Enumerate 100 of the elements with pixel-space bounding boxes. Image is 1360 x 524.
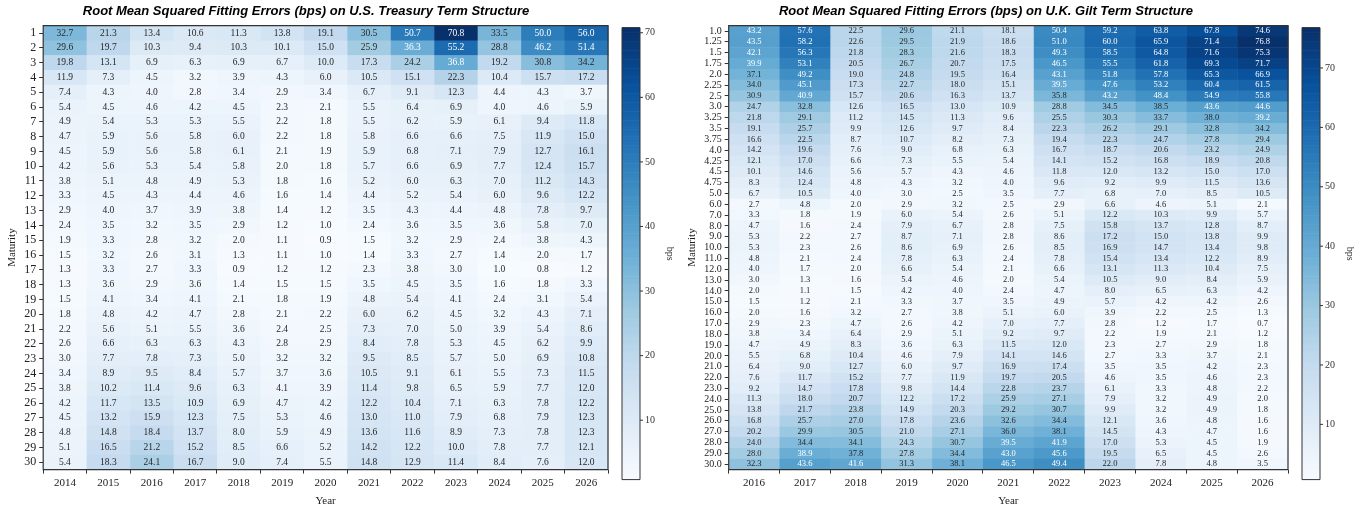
- data-label: 1.7: [1206, 317, 1218, 328]
- data-label: 8.9: [102, 367, 115, 378]
- data-label: 3.4: [145, 293, 158, 304]
- data-label: 13.8: [746, 404, 762, 415]
- data-label: 9.2: [1003, 328, 1014, 339]
- data-label: 13.4: [1204, 241, 1220, 252]
- data-label: 7.0: [406, 323, 419, 334]
- data-label: 5.4: [580, 293, 593, 304]
- data-label: 12.0: [1102, 166, 1118, 177]
- data-label: 25.9: [1000, 393, 1016, 404]
- data-label: 9.7: [1053, 328, 1065, 339]
- data-label: 2.8: [276, 338, 289, 349]
- data-label: 2.7: [748, 198, 760, 209]
- data-label: 6.4: [850, 328, 862, 339]
- data-label: 15.8: [1102, 220, 1118, 231]
- data-label: 3.2: [952, 176, 963, 187]
- data-label: 7.8: [406, 338, 419, 349]
- data-label: 70.8: [447, 27, 465, 38]
- data-label: 53.1: [797, 57, 813, 68]
- data-label: 5.5: [748, 350, 760, 361]
- data-label: 6.0: [493, 190, 506, 201]
- data-label: 2.9: [1053, 198, 1065, 209]
- data-label: 12.1: [746, 155, 762, 166]
- data-label: 16.4: [1000, 68, 1017, 79]
- data-label: 27.8: [899, 447, 915, 458]
- data-label: 2.8: [1003, 231, 1014, 242]
- data-label: 14.4: [950, 382, 966, 393]
- data-label: 35.8: [1051, 90, 1067, 101]
- data-label: 21.1: [950, 25, 965, 36]
- data-label: 6.6: [450, 131, 463, 142]
- data-label: 7.1: [952, 231, 963, 242]
- data-label: 5.6: [145, 145, 158, 156]
- data-label: 8.5: [1053, 241, 1065, 252]
- data-label: 4.3: [102, 86, 115, 97]
- y-tick-label: 19.0: [704, 338, 722, 350]
- data-label: 36.0: [1000, 425, 1016, 436]
- data-label: 3.8: [58, 382, 72, 393]
- data-label: 4.0: [850, 187, 862, 198]
- data-label: 6.3: [1003, 144, 1014, 155]
- color-bar-label: 60: [645, 90, 655, 102]
- data-label: 3.2: [276, 353, 289, 364]
- data-label: 7.9: [536, 412, 550, 423]
- data-label: 22.5: [848, 25, 864, 36]
- data-label: 11.2: [848, 111, 864, 122]
- data-label: 3.5: [189, 219, 202, 230]
- data-label: 8.7: [850, 133, 862, 144]
- data-label: 21.8: [746, 111, 762, 122]
- data-label: 1.7: [799, 263, 811, 274]
- data-label: 6.6: [406, 131, 419, 142]
- data-label: 47.6: [1102, 79, 1118, 90]
- data-label: 23.2: [1204, 144, 1220, 155]
- data-label: 17.2: [577, 71, 595, 82]
- data-label: 3.9: [232, 71, 245, 82]
- data-label: 4.8: [850, 176, 862, 187]
- data-label: 29.9: [797, 425, 813, 436]
- data-label: 2.1: [799, 252, 811, 263]
- data-label: 6.6: [102, 338, 115, 349]
- data-label: 3.5: [102, 219, 115, 230]
- data-label: 7.8: [536, 205, 550, 216]
- data-label: 34.4: [797, 436, 814, 447]
- data-label: 18.1: [1000, 25, 1016, 36]
- data-label: 15.0: [317, 42, 335, 53]
- data-label: 71.7: [1255, 57, 1271, 68]
- data-label: 2.2: [1104, 328, 1116, 339]
- data-label: 4.6: [1155, 198, 1167, 209]
- data-label: 4.4: [493, 86, 506, 97]
- data-label: 7.5: [232, 412, 245, 423]
- data-label: 5.6: [145, 131, 158, 142]
- data-label: 9.6: [1003, 111, 1014, 122]
- data-label: 6.6: [1104, 198, 1116, 209]
- data-label: 57.6: [797, 25, 813, 36]
- data-label: 11.3: [1153, 263, 1169, 274]
- data-label: 7.6: [748, 371, 760, 382]
- data-label: 6.3: [450, 175, 463, 186]
- data-label: 2.9: [748, 317, 760, 328]
- data-label: 29.6: [56, 42, 74, 53]
- data-label: 8.6: [901, 241, 912, 252]
- data-label: 3.5: [1104, 360, 1116, 371]
- data-label: 41.9: [1051, 436, 1067, 447]
- data-label: 37.1: [746, 68, 762, 79]
- y-tick-label: 4.25: [704, 154, 722, 166]
- data-label: 18.4: [143, 427, 161, 438]
- data-label: 4.9: [58, 116, 72, 127]
- data-label: 3.3: [748, 209, 760, 220]
- data-label: 5.0: [450, 323, 463, 334]
- data-label: 3.7: [1206, 350, 1218, 361]
- y-tick-label: 21.0: [704, 360, 722, 372]
- data-label: 24.8: [899, 68, 915, 79]
- data-label: 1.8: [276, 175, 289, 186]
- data-label: 4.6: [1003, 166, 1014, 177]
- data-label: 2.8: [1104, 317, 1116, 328]
- data-label: 7.9: [450, 412, 463, 423]
- data-label: 5.7: [232, 367, 245, 378]
- data-label: 1.6: [1257, 415, 1268, 426]
- data-label: 5.4: [406, 293, 419, 304]
- data-label: 8.9: [1257, 252, 1268, 263]
- data-label: 38.0: [1204, 111, 1220, 122]
- data-label: 11.0: [404, 412, 421, 423]
- data-label: 74.6: [1255, 25, 1271, 36]
- data-label: 27.1: [1051, 393, 1067, 404]
